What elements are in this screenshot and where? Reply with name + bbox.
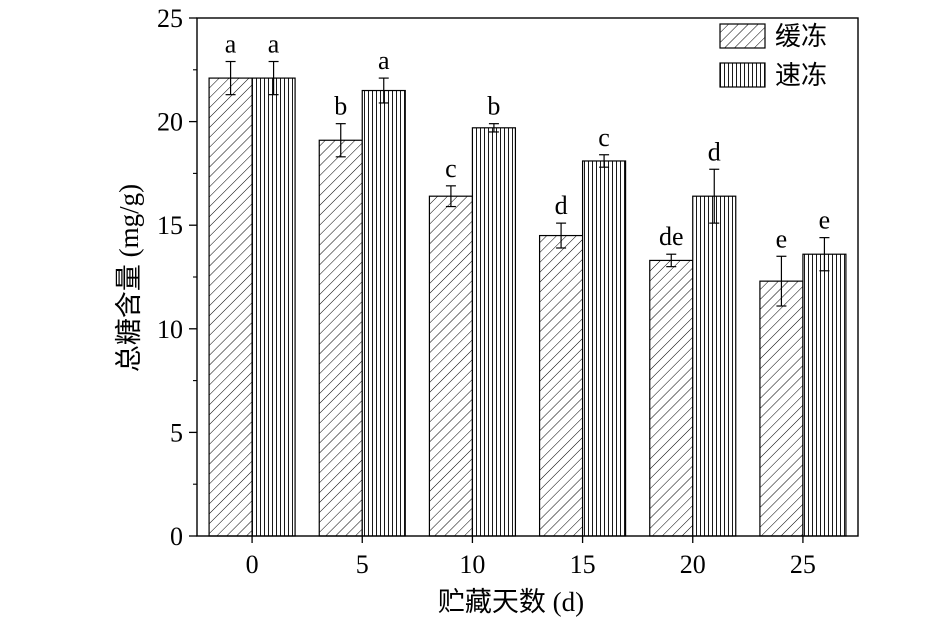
significance-label: a	[378, 46, 390, 75]
significance-label: e	[819, 206, 831, 235]
bar	[208, 77, 253, 537]
significance-label: b	[334, 92, 347, 121]
significance-label: d	[708, 137, 721, 166]
significance-label: b	[487, 92, 500, 121]
y-tick-label: 10	[157, 315, 183, 344]
bar	[428, 195, 474, 537]
legend-label: 缓冻	[775, 22, 827, 51]
y-tick-label: 20	[157, 108, 183, 137]
bar	[361, 89, 406, 537]
bar	[471, 127, 517, 537]
y-tick-label: 5	[170, 418, 183, 447]
significance-label: d	[555, 191, 568, 220]
y-tick-label: 15	[157, 211, 183, 240]
significance-label: de	[659, 222, 684, 251]
legend-swatch	[719, 23, 766, 49]
bar	[251, 77, 296, 537]
y-tick-label: 25	[157, 4, 183, 33]
x-tick-label: 25	[790, 550, 816, 579]
significance-label: c	[445, 154, 457, 183]
bar	[581, 160, 627, 537]
x-tick-label: 5	[356, 550, 369, 579]
significance-label: a	[225, 30, 237, 59]
bar	[759, 280, 804, 537]
bar	[802, 253, 847, 537]
y-axis-label: 总糖含量 (mg/g)	[114, 184, 144, 372]
bar	[538, 234, 584, 537]
bar	[318, 139, 363, 537]
axes-layer: 0 5 10 15 20 25 0 5 10 15 20 25	[157, 4, 859, 579]
x-tick-label: 20	[680, 550, 706, 579]
x-tick-label: 15	[570, 550, 596, 579]
x-tick-label: 0	[246, 550, 259, 579]
significance-label: c	[598, 123, 610, 152]
legend-label: 速冻	[775, 61, 827, 90]
legend-swatch	[719, 62, 766, 88]
plot-frame	[196, 17, 859, 537]
y-tick-label: 0	[170, 522, 183, 551]
bar	[649, 259, 694, 537]
x-axis-label: 贮藏天数 (d)	[438, 587, 584, 617]
bar	[692, 195, 737, 537]
significance-label: e	[776, 224, 788, 253]
significance-label: a	[268, 30, 280, 59]
x-tick-label: 10	[459, 550, 485, 579]
